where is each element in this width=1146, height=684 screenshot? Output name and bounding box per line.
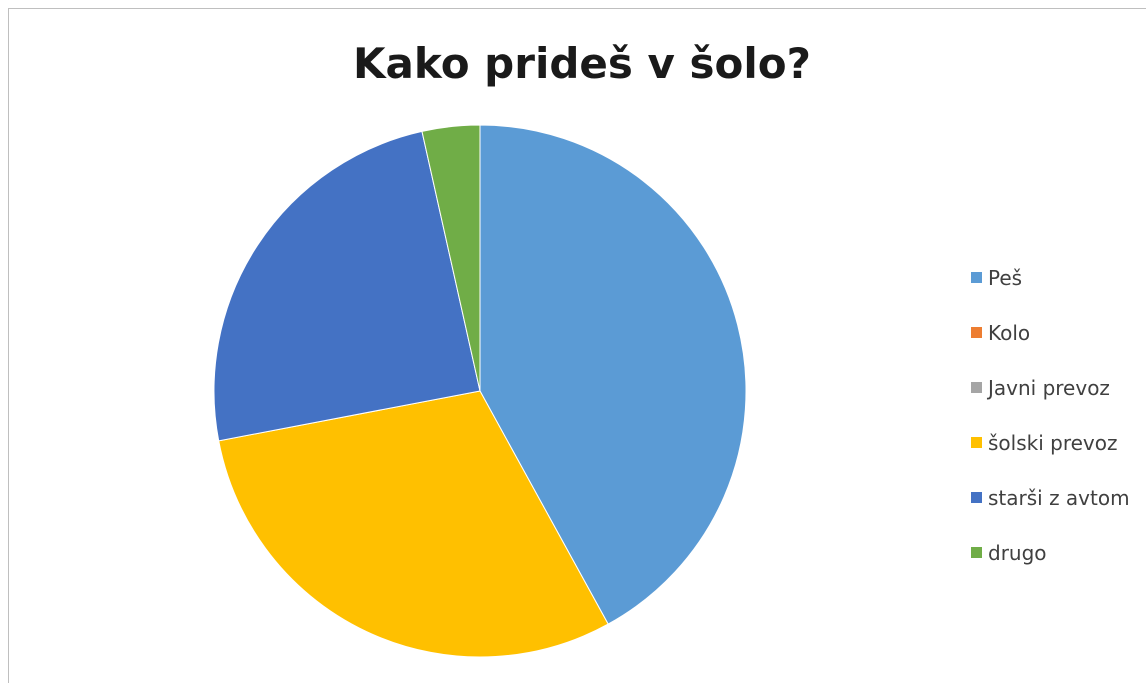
legend-item: Javni prevoz xyxy=(971,374,1130,401)
legend-label: šolski prevoz xyxy=(988,430,1118,455)
legend-swatch xyxy=(971,382,982,393)
pie-slice-peš xyxy=(479,124,747,625)
legend-swatch xyxy=(971,437,982,448)
legend-label: Javni prevoz xyxy=(988,375,1110,400)
legend-label: drugo xyxy=(988,540,1047,565)
legend-label: Peš xyxy=(988,265,1023,290)
legend-item: drugo xyxy=(971,539,1130,566)
legend-item: šolski prevoz xyxy=(971,429,1130,456)
pie-slice-starši-z-avtom xyxy=(213,130,481,442)
chart-title: Kako prideš v šolo? xyxy=(353,39,811,88)
legend-item: Peš xyxy=(971,264,1130,291)
legend-swatch xyxy=(971,547,982,558)
legend-item: Kolo xyxy=(971,319,1130,346)
pie-slice-šolski-prevoz xyxy=(218,390,609,658)
chart-area: Kako prideš v šolo? Peš Kolo Javni prevoz š… xyxy=(8,8,1146,683)
legend-swatch xyxy=(971,327,982,338)
legend-item: starši z avtom xyxy=(971,484,1130,511)
pie-slice-drugo xyxy=(421,124,481,392)
legend-label: starši z avtom xyxy=(988,485,1130,510)
legend-swatch xyxy=(971,272,982,283)
legend: Peš Kolo Javni prevoz šolski prevoz starši z… xyxy=(971,264,1130,594)
legend-swatch xyxy=(971,492,982,503)
legend-label: Kolo xyxy=(988,320,1031,345)
pie-chart xyxy=(213,124,747,658)
